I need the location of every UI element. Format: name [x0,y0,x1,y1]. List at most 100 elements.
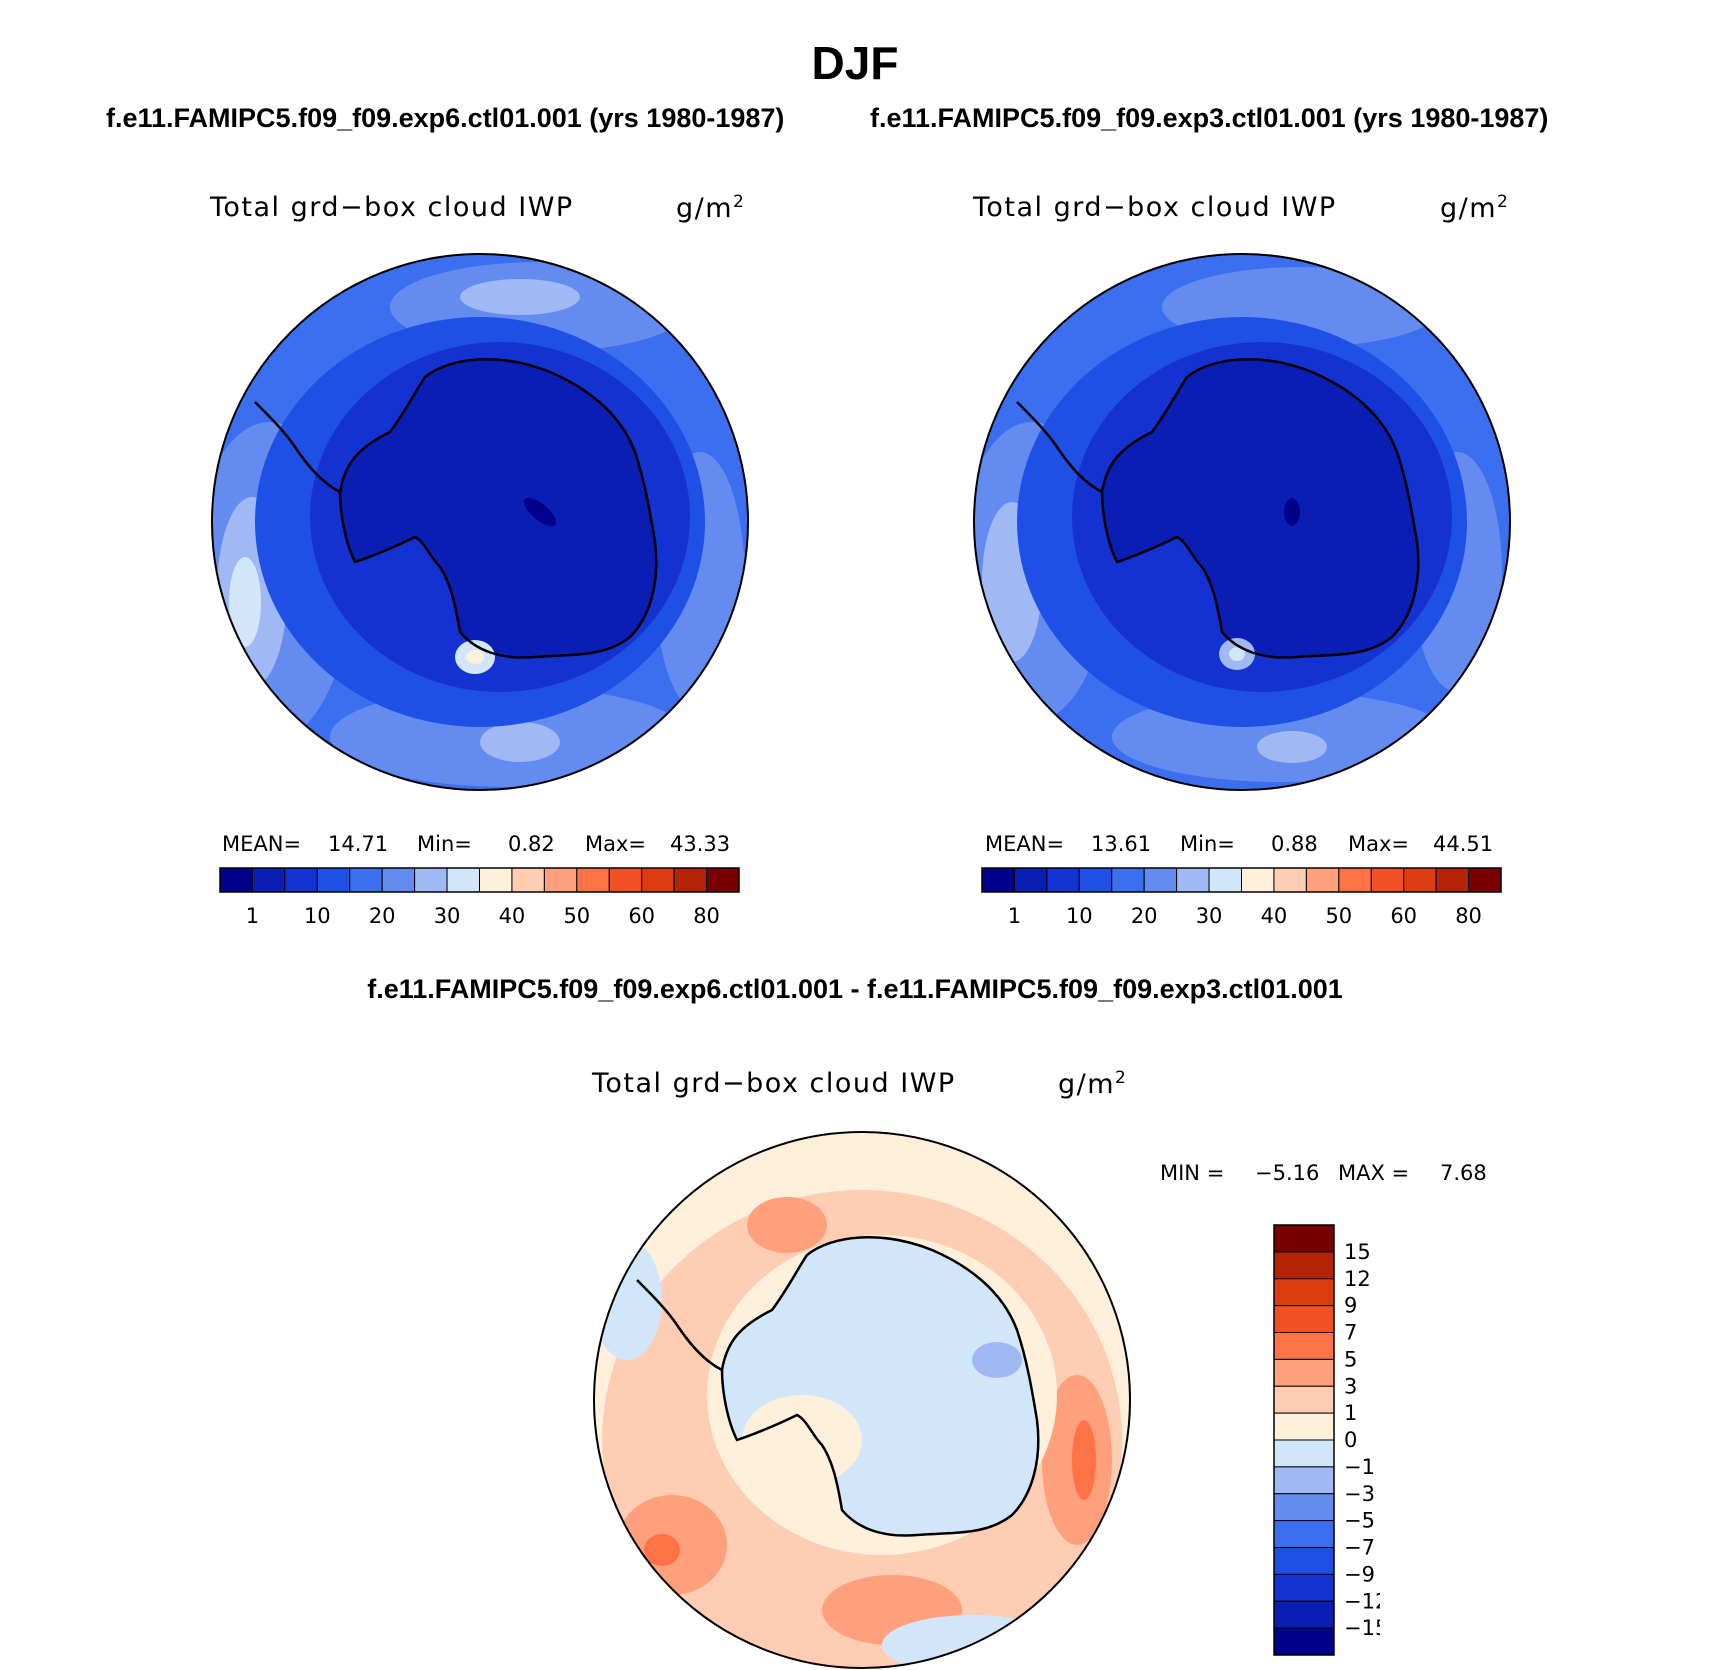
map-b-border [973,253,1511,791]
colorbar-b-tick-label: 20 [1131,904,1158,928]
colorbar-b-tick-label: 40 [1261,904,1288,928]
colorbar-a-cell [414,867,448,893]
panel-a-max-label: Max= [585,832,647,856]
colorbar-diff-tick-label: 9 [1344,1294,1357,1318]
colorbar-b-tick-label: 50 [1325,904,1352,928]
colorbar-diff-tick-label: 3 [1344,1374,1357,1398]
map-diff-continent-negative-core [972,1342,1022,1378]
map-diff-strong-north [747,1197,827,1253]
panel-b-variable-label: Total grd−box cloud IWP [973,192,1337,223]
colorbar-diff-cell [1273,1493,1335,1522]
colorbar-b: 1 10 20 30 40 50 60 80 [981,867,1502,928]
figure-title: DJF [811,37,899,89]
colorbar-diff-tick-label: −3 [1344,1482,1375,1506]
map-diff-negative-nw [594,1240,662,1360]
colorbar-a-tick-label: 80 [693,904,720,928]
panel-a-mean: 14.71 [328,832,389,856]
colorbar-b-tick-label: 1 [1008,904,1021,928]
panel-a-mean-label: MEAN= [222,832,302,856]
map-panel-a [211,253,749,791]
diff-units: g/m2 [1058,1068,1128,1100]
colorbar-diff-tick-label: −9 [1344,1562,1375,1586]
panel-b-mean: 13.61 [1091,832,1152,856]
map-panel-b [973,253,1511,791]
colorbar-diff-tick-label: 1 [1344,1401,1357,1425]
colorbar-a-tick-label: 1 [246,904,259,928]
map-panel-diff [593,1131,1131,1669]
colorbar-a-cell [381,867,416,893]
case-a-title: f.e11.FAMIPC5.f09_f09.exp6.ctl01.001 (yr… [106,103,785,133]
colorbar-a-cell [284,867,318,893]
colorbar-diff-cell [1273,1466,1335,1495]
panel-b-max-label: Max= [1348,832,1410,856]
colorbar-b-cell [1143,867,1178,893]
colorbar-a: 1 10 20 30 40 50 60 80 [219,867,740,928]
colorbar-diff-cell [1273,1547,1335,1575]
colorbar-diff-tick-label: 12 [1344,1267,1371,1291]
map-a-min-core [523,497,557,527]
colorbar-a-cell [511,867,545,893]
panel-a-max: 43.33 [670,832,731,856]
colorbar-b-cell [1241,867,1275,893]
colorbar-diff-ticks: 15 12 9 75 3 1 0 −1 −3 −5 −7−9 −12 −15 [1344,1240,1380,1640]
colorbar-b-ticks: 1 10 20 30 40 50 60 80 [1008,904,1482,928]
colorbar-a-cell [219,867,253,893]
colorbar-diff-tick-label: −12 [1344,1589,1380,1613]
case-b-title: f.e11.FAMIPC5.f09_f09.exp3.ctl01.001 (yr… [870,103,1549,133]
colorbar-a-cell [349,867,383,893]
colorbar-b-cell [1468,867,1502,893]
map-b-min-core [1284,498,1300,526]
colorbar-diff-tick-label: −7 [1344,1536,1375,1560]
colorbar-diff-cell [1273,1251,1335,1280]
colorbar-diff-frame [1273,1224,1335,1656]
colorbar-a-cell [251,867,286,893]
colorbar-diff-cells [1273,1224,1335,1656]
colorbar-diff-cell [1273,1224,1335,1253]
panel-a-min-label: Min= [417,832,472,856]
map-b-ross-sea-max [1229,647,1245,661]
difference-title: f.e11.FAMIPC5.f09_f09.exp6.ctl01.001 - f… [367,974,1343,1004]
colorbar-b-cell [1046,867,1080,893]
colorbar-a-tick-label: 20 [369,904,396,928]
map-a-ross-sea-max [466,650,484,664]
map-a-light-patch-north [460,279,580,315]
panel-b-units: g/m2 [1440,192,1510,224]
colorbar-diff-cell [1273,1332,1335,1360]
colorbar-diff-tick-label: 15 [1344,1240,1371,1264]
colorbar-b-frame [981,867,1502,893]
diff-variable-label: Total grd−box cloud IWP [592,1068,956,1099]
diff-max-label: MAX = [1338,1161,1410,1185]
colorbar-b-cell [1078,867,1113,893]
colorbar-a-ticks: 1 10 20 30 40 50 60 80 [246,904,720,928]
colorbar-b-cell [1370,867,1405,893]
colorbar-b-cell [1273,867,1307,893]
panel-b-min-label: Min= [1180,832,1235,856]
colorbar-diff-tick-label: −15 [1344,1616,1380,1640]
colorbar-a-cells [219,867,740,893]
colorbar-diff-cell [1273,1278,1335,1307]
panel-a-min: 0.82 [508,832,555,856]
panel-b-min: 0.88 [1271,832,1318,856]
colorbar-a-cell [316,867,351,893]
colorbar-a-frame [219,867,740,893]
colorbar-diff-cell [1273,1358,1335,1387]
colorbar-a-cell [608,867,643,893]
colorbar-b-cell [1013,867,1048,893]
colorbar-b-tick-label: 30 [1196,904,1223,928]
colorbar-diff-cell [1273,1385,1335,1414]
colorbar-diff-tick-label: −5 [1344,1509,1375,1533]
colorbar-diff-cell [1273,1305,1335,1333]
diff-min-label: MIN = [1160,1161,1225,1185]
colorbar-a-cell [576,867,610,893]
colorbar-b-cell [1435,867,1470,893]
diff-min: −5.16 [1255,1161,1320,1185]
map-diff-max-east [1072,1420,1096,1500]
panel-b-mean-label: MEAN= [985,832,1065,856]
map-diff-continent-positive [742,1395,862,1485]
colorbar-b-cell [1305,867,1340,893]
colorbar-a-cell [641,867,675,893]
colorbar-b-cell [1403,867,1437,893]
colorbar-b-cell [1208,867,1242,893]
colorbar-b-tick-label: 10 [1066,904,1093,928]
panel-a-variable-label: Total grd−box cloud IWP [210,192,574,223]
